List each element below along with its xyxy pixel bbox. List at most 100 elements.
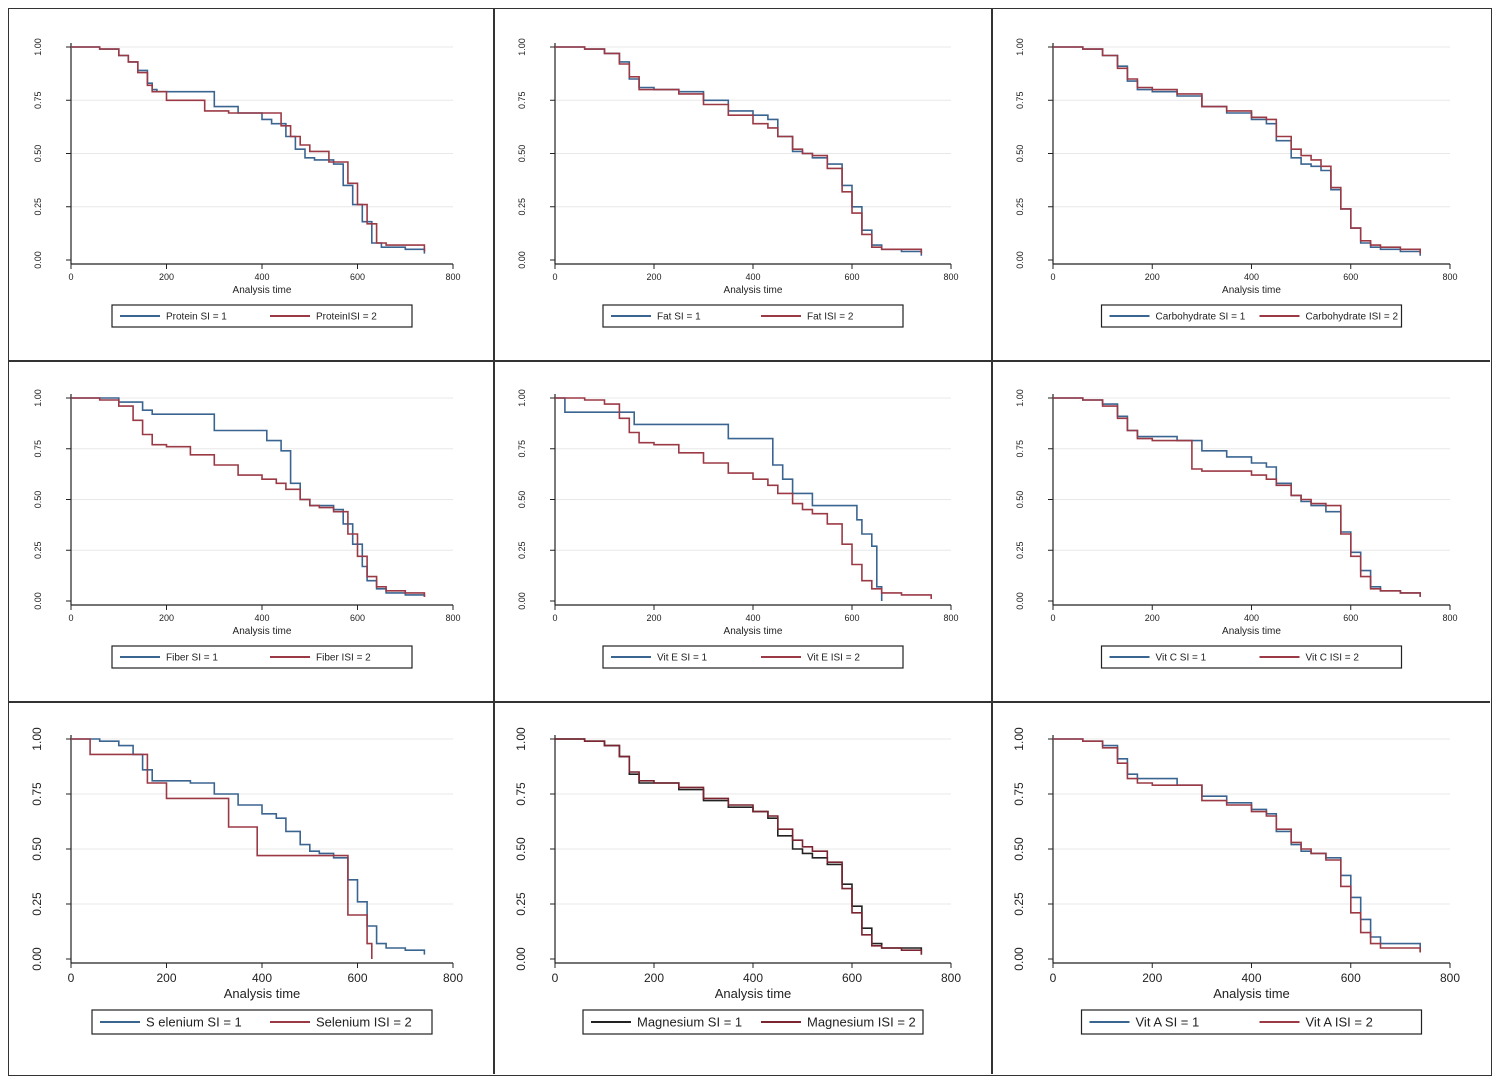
series-line-2: [1053, 46, 1421, 254]
y-tick-label: 0.00: [1015, 251, 1025, 269]
x-tick-label: 600: [842, 971, 862, 985]
legend-label: Carbohydrate ISI = 2: [1306, 312, 1399, 323]
y-tick-label: 0.75: [33, 440, 43, 458]
series-line-2: [555, 46, 923, 254]
y-tick-label: 1.00: [1015, 389, 1025, 407]
x-tick-label: 200: [1145, 613, 1160, 623]
x-axis-title: Analysis time: [1213, 986, 1290, 1001]
chart-panel-vit-a: 0.00 0.25 0.50 0.75 1.00 0 200 400 600 800 Analysi…: [991, 701, 1490, 1074]
selenium-chart: 0.00 0.25 0.50 0.75 1.00 0 200 400 600 800 Analysi…: [30, 727, 463, 1035]
x-tick-label: 600: [347, 971, 367, 985]
y-tick-label: 0.75: [517, 440, 527, 458]
legend: [111, 645, 413, 669]
grid-divider: [493, 9, 495, 1074]
x-tick-label: 400: [252, 971, 272, 985]
legend-label: Vit C ISI = 2: [1306, 653, 1360, 664]
x-tick-label: 200: [646, 272, 661, 282]
x-tick-label: 200: [159, 613, 174, 623]
x-tick-label: 600: [844, 272, 859, 282]
y-tick-label: 0.25: [514, 892, 528, 916]
x-tick-label: 0: [552, 272, 557, 282]
x-tick-label: 200: [156, 971, 176, 985]
x-axis-title: Analysis time: [233, 626, 292, 637]
x-tick-label: 0: [552, 971, 559, 985]
x-tick-label: 0: [68, 971, 75, 985]
x-tick-label: 600: [350, 613, 365, 623]
chart-panel-selenium: 0.00 0.25 0.50 0.75 1.00 0 200 400 600 800 Analysi…: [9, 701, 493, 1074]
y-tick-label: 0.75: [1015, 440, 1025, 458]
vit-a-chart: 0.00 0.25 0.50 0.75 1.00 0 200 400 600 800 Analysi…: [1012, 727, 1460, 1035]
grid-divider: [9, 360, 1490, 362]
x-tick-label: 800: [943, 272, 958, 282]
legend: [1100, 645, 1403, 669]
series-line-2: [555, 738, 923, 955]
legend-label: Vit C SI = 1: [1156, 653, 1207, 664]
legend: [111, 304, 413, 328]
y-tick-label: 0.00: [1012, 947, 1026, 971]
series-line-1: [555, 397, 883, 601]
x-tick-label: 800: [941, 971, 961, 985]
chart-panel-fat: 0.00 0.25 0.50 0.75 1.00 0 200 400 600 800 Analysi…: [493, 9, 991, 360]
y-tick-label: 0.75: [514, 782, 528, 806]
x-tick-label: 600: [350, 272, 365, 282]
x-axis-title: Analysis time: [233, 285, 292, 296]
x-tick-label: 800: [445, 272, 460, 282]
x-tick-label: 600: [1343, 613, 1358, 623]
x-tick-label: 0: [68, 613, 73, 623]
x-tick-label: 200: [646, 613, 661, 623]
x-tick-label: 400: [1241, 971, 1261, 985]
legend-label: Fiber SI = 1: [166, 653, 218, 664]
y-tick-label: 1.00: [517, 38, 527, 56]
chart-panel-vit-c: 0.00 0.25 0.50 0.75 1.00 0 200 400 600 800 Analysi…: [991, 360, 1490, 701]
y-tick-label: 0.00: [33, 251, 43, 269]
chart-grid: 0.00 0.25 0.50 0.75 1.00 0 200 400 600 800 Analysi…: [8, 8, 1492, 1076]
chart-panel-fiber: 0.00 0.25 0.50 0.75 1.00 0 200 400 600 800 Analysi…: [9, 360, 493, 701]
y-tick-label: 0.25: [1012, 892, 1026, 916]
y-tick-label: 0.25: [33, 198, 43, 216]
y-tick-label: 0.75: [517, 91, 527, 109]
x-tick-label: 800: [445, 613, 460, 623]
y-tick-label: 1.00: [33, 38, 43, 56]
x-tick-label: 800: [1442, 613, 1457, 623]
x-axis-title: Analysis time: [1222, 626, 1281, 637]
y-tick-label: 0.50: [30, 837, 44, 861]
legend-label: Vit E SI = 1: [657, 653, 708, 664]
series-line-1: [71, 46, 426, 254]
legend: [1080, 1009, 1423, 1035]
y-tick-label: 0.25: [30, 892, 44, 916]
y-tick-label: 1.00: [514, 727, 528, 751]
legend-label: S elenium SI = 1: [146, 1015, 242, 1030]
legend-label: Fat SI = 1: [657, 312, 701, 323]
y-tick-label: 0.00: [514, 947, 528, 971]
x-tick-label: 400: [254, 613, 269, 623]
x-tick-label: 400: [1244, 272, 1259, 282]
y-tick-label: 0.00: [30, 947, 44, 971]
legend-label: Vit A ISI = 2: [1306, 1015, 1373, 1030]
legend-label: Magnesium ISI = 2: [807, 1015, 916, 1030]
y-tick-label: 0.00: [33, 592, 43, 610]
x-tick-label: 600: [1341, 971, 1361, 985]
y-tick-label: 1.00: [1015, 38, 1025, 56]
y-tick-label: 1.00: [1012, 727, 1026, 751]
y-tick-label: 0.25: [33, 541, 43, 559]
legend-label: Fiber ISI = 2: [316, 653, 371, 664]
x-tick-label: 400: [743, 971, 763, 985]
y-tick-label: 1.00: [30, 727, 44, 751]
x-tick-label: 0: [1050, 613, 1055, 623]
legend: [582, 1009, 924, 1035]
x-axis-title: Analysis time: [724, 626, 783, 637]
x-axis-title: Analysis time: [1222, 285, 1281, 296]
x-axis-title: Analysis time: [224, 986, 301, 1001]
legend: [602, 304, 904, 328]
y-tick-label: 0.00: [1015, 592, 1025, 610]
y-tick-label: 0.50: [514, 837, 528, 861]
fat-chart: 0.00 0.25 0.50 0.75 1.00 0 200 400 600 800 Analysi…: [517, 38, 959, 328]
y-tick-label: 0.25: [1015, 198, 1025, 216]
x-tick-label: 400: [745, 272, 760, 282]
x-tick-label: 200: [1142, 971, 1162, 985]
chart-panel-magnesium: 0.00 0.25 0.50 0.75 1.00 0 200 400 600 800 Analysi…: [493, 701, 991, 1074]
chart-panel-protein: 0.00 0.25 0.50 0.75 1.00 0 200 400 600 800 Analysi…: [9, 9, 493, 360]
magnesium-chart: 0.00 0.25 0.50 0.75 1.00 0 200 400 600 800 Analysi…: [514, 727, 961, 1035]
y-tick-label: 0.50: [1012, 837, 1026, 861]
legend-label: Vit A SI = 1: [1136, 1015, 1200, 1030]
